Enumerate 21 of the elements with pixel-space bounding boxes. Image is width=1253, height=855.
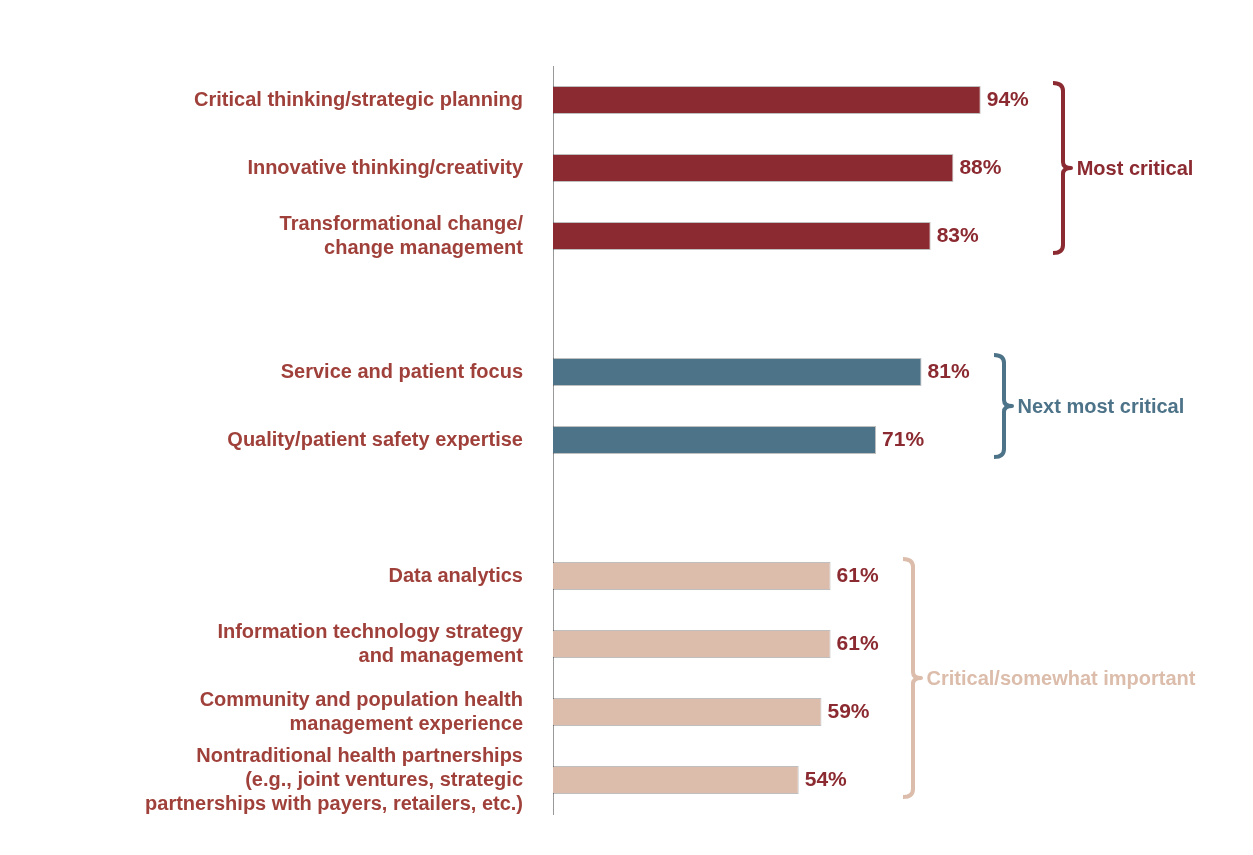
data-label: 54% <box>804 766 848 790</box>
data-label: 59% <box>827 698 870 722</box>
y-tick-label: Nontraditional health partnerships (e.g., joint ventures, strategic partnerships with payers, retailers, etc.) <box>145 743 523 814</box>
y-tick-label: Information technology strategy and management <box>217 619 524 666</box>
y-tick-label: Quality/patient safety expertise <box>227 427 523 450</box>
data-label: 81% <box>927 358 970 382</box>
text: Next most critical <box>1017 394 1185 418</box>
y-tick-label: Transformational change/ change management <box>279 211 524 258</box>
data-label: 94% <box>986 86 1030 110</box>
text: Most critical <box>1076 156 1194 180</box>
y-tick-label: Community and population health management experience <box>199 687 523 734</box>
y-tick-label: Data analytics <box>388 563 523 586</box>
y-tick-label: Innovative thinking/creativity <box>247 155 524 178</box>
y-tick-label: Critical thinking/strategic planning <box>194 87 523 110</box>
data-label: 88% <box>959 154 1002 178</box>
data-label: 71% <box>882 426 925 450</box>
y-tick-label: Service and patient focus <box>280 359 523 382</box>
data-label: 83% <box>936 222 980 246</box>
data-label: 61% <box>836 630 879 654</box>
annotation: Critical/somewhat important <box>926 666 1196 690</box>
data-label: 61% <box>836 562 879 586</box>
